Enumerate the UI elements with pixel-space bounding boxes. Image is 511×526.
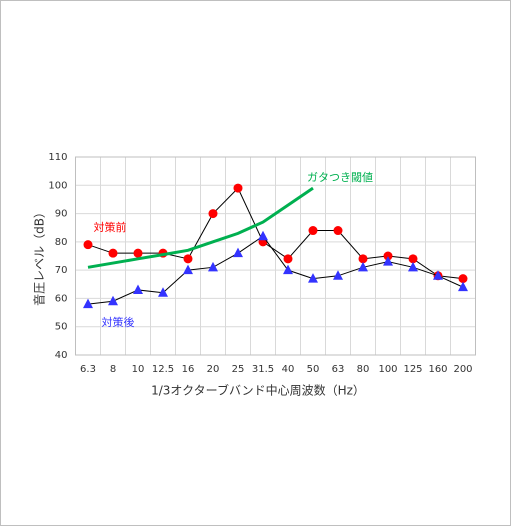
y-tick-label: 110 — [48, 152, 67, 163]
series-label: 対策前 — [94, 220, 127, 234]
y-tick-label: 40 — [55, 350, 68, 361]
y-axis-label: 音圧レベル（dB） — [32, 206, 47, 306]
marker — [133, 284, 143, 294]
marker — [258, 230, 268, 241]
marker — [308, 273, 318, 283]
y-tick-label: 80 — [55, 237, 68, 248]
x-tick-label: 16 — [182, 364, 195, 375]
marker — [283, 254, 293, 264]
marker — [208, 261, 218, 272]
marker — [183, 254, 193, 264]
x-tick-label: 10 — [132, 364, 145, 375]
x-tick-label: 25 — [232, 364, 245, 375]
marker — [158, 287, 168, 297]
marker — [233, 247, 243, 258]
y-tick-label: 60 — [55, 293, 68, 304]
x-tick-label: 20 — [207, 364, 220, 375]
marker — [333, 270, 343, 280]
marker — [108, 248, 118, 258]
x-tick-label: 8 — [110, 364, 116, 375]
series-line — [87, 235, 464, 305]
marker — [233, 183, 243, 193]
marker — [408, 254, 418, 264]
x-tick-label: 6.3 — [80, 364, 96, 375]
x-axis-label: 1/3オクターブバンド中心周波数（Hz） — [151, 383, 365, 398]
marker — [383, 251, 393, 261]
series-line — [87, 187, 464, 280]
marker — [358, 261, 368, 272]
x-tick-label: 40 — [282, 364, 295, 375]
plot-border — [75, 156, 476, 356]
x-tick-label: 80 — [357, 364, 370, 375]
series-label: ガタつき閾値 — [307, 171, 373, 184]
marker — [458, 274, 468, 284]
y-tick-label: 90 — [55, 209, 68, 220]
marker — [83, 298, 93, 309]
x-tick-label: 12.5 — [152, 364, 174, 375]
x-tick-label: 31.5 — [252, 364, 274, 375]
x-tick-label: 160 — [428, 364, 447, 375]
series-line — [87, 186, 314, 269]
marker — [433, 270, 443, 280]
marker — [383, 256, 393, 266]
marker — [83, 240, 93, 250]
x-tick-label: 50 — [307, 364, 320, 375]
marker — [133, 248, 143, 258]
marker — [408, 261, 418, 272]
marker — [208, 209, 218, 219]
x-tick-label: 200 — [453, 364, 472, 375]
marker — [108, 295, 118, 306]
y-tick-label: 100 — [48, 180, 67, 191]
marker — [458, 281, 468, 292]
marker — [333, 226, 343, 236]
marker — [358, 254, 368, 264]
x-tick-label: 100 — [378, 364, 397, 375]
marker — [283, 264, 293, 275]
x-tick-label: 125 — [403, 364, 422, 375]
marker — [183, 264, 193, 275]
series-label: 対策後 — [102, 315, 135, 329]
x-tick-label: 63 — [332, 364, 345, 375]
y-tick-label: 70 — [55, 265, 68, 276]
y-tick-label: 50 — [55, 322, 68, 333]
marker — [308, 226, 318, 236]
